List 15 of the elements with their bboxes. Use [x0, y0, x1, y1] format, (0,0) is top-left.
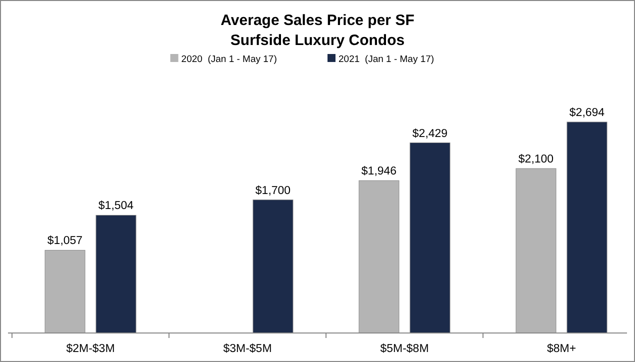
- x-tick-label: $2M-$3M: [66, 343, 115, 355]
- data-label: $1,700: [255, 184, 291, 197]
- legend-label: 2020 (Jan 1 - May 17): [181, 54, 277, 65]
- x-tick-label: $3M-$5M: [223, 343, 272, 355]
- chart-title: Average Sales Price per SF: [220, 12, 414, 29]
- data-label: $1,504: [98, 200, 134, 212]
- data-label: $2,429: [412, 128, 448, 140]
- data-label: $2,100: [518, 154, 554, 166]
- x-tick-label: $8M+: [546, 343, 576, 355]
- x-tick-label: $5M-$8M: [380, 343, 429, 355]
- data-label: $1,057: [47, 235, 83, 248]
- legend-label: 2021 (Jan 1 - May 17): [338, 54, 434, 65]
- data-label: $1,946: [361, 166, 397, 178]
- chart-subtitle: Surfside Luxury Condos: [230, 32, 405, 49]
- data-label: $2,694: [569, 107, 606, 119]
